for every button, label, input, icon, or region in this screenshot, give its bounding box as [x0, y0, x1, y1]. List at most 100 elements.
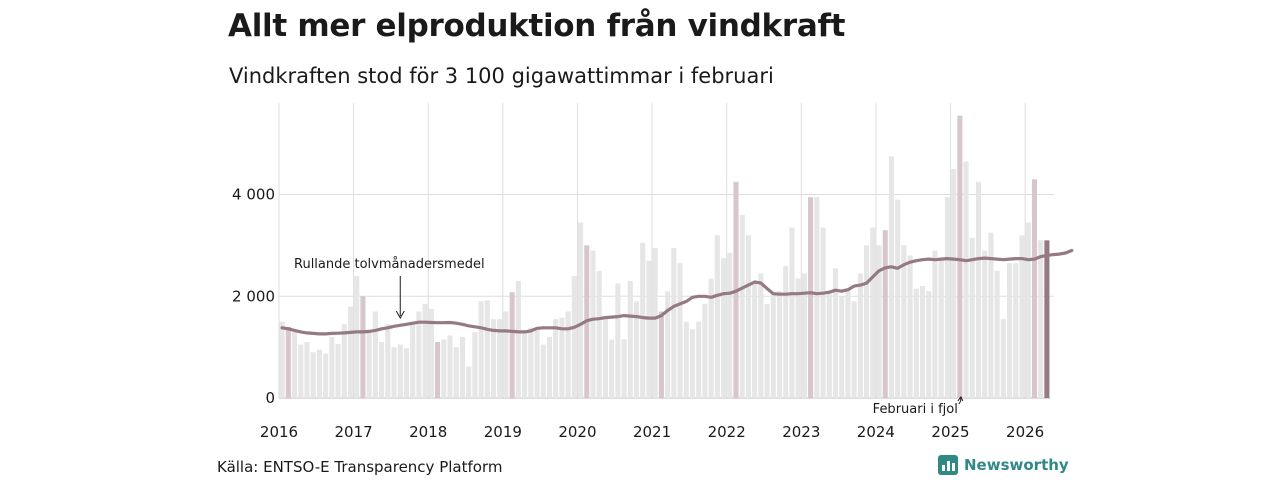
bar-february	[882, 230, 888, 398]
y-tick-label: 2 000	[232, 287, 275, 305]
bar-february	[435, 342, 441, 398]
bar	[279, 321, 285, 398]
bar	[347, 306, 354, 398]
bar	[298, 344, 304, 398]
bar	[758, 273, 764, 398]
bar-february	[808, 197, 814, 398]
bar	[721, 258, 727, 398]
bar	[484, 300, 490, 398]
bar	[864, 245, 870, 398]
bar	[354, 275, 360, 398]
bar	[938, 258, 944, 398]
bar	[975, 181, 982, 398]
bar	[410, 321, 416, 398]
bar	[304, 342, 310, 398]
x-tick-label: 2022	[708, 423, 746, 441]
bar	[671, 247, 677, 398]
bar-february	[1031, 179, 1038, 398]
bar	[1007, 263, 1013, 398]
chart-annotations: Rullande tolvmånadersmedel Februari i fjo…	[294, 257, 964, 417]
bar	[459, 336, 465, 398]
y-tick-label: 4 000	[232, 186, 275, 204]
bar	[1038, 240, 1044, 398]
bar-february	[957, 115, 963, 398]
bar	[540, 344, 546, 398]
bar	[857, 273, 863, 398]
y-axis-ticks: 0 2 000 4 000	[232, 186, 275, 407]
x-tick-label: 2021	[633, 423, 671, 441]
bar	[907, 255, 913, 398]
bar	[453, 347, 459, 398]
bar	[826, 293, 832, 398]
x-tick-label: 2017	[335, 423, 373, 441]
bar	[870, 227, 876, 398]
bar	[677, 263, 683, 398]
bar	[1000, 319, 1006, 398]
bar	[609, 339, 615, 398]
annotation-last-february: Februari i fjol	[873, 402, 958, 417]
bar	[888, 156, 894, 398]
annotation-arrow-small	[958, 397, 962, 405]
bar	[602, 316, 608, 398]
bar	[1013, 263, 1019, 398]
bar	[379, 342, 385, 398]
bar	[876, 245, 882, 398]
bar	[801, 273, 807, 398]
bar	[683, 321, 689, 398]
bar	[366, 331, 372, 398]
bar	[994, 270, 1000, 398]
bar	[372, 311, 378, 398]
bar	[615, 283, 621, 398]
bar	[640, 242, 646, 398]
bar	[329, 336, 335, 398]
bar	[522, 331, 528, 398]
bar	[571, 275, 577, 398]
bar	[776, 291, 783, 398]
bar-series	[279, 115, 1050, 398]
bar-february	[658, 311, 664, 398]
chart-subtitle: Vindkraften stod för 3 100 gigawattimmar…	[229, 64, 774, 88]
bar	[745, 235, 751, 398]
bar	[814, 197, 820, 398]
bar	[447, 335, 453, 398]
bar	[1025, 222, 1031, 398]
bar	[783, 265, 789, 398]
bar	[689, 329, 696, 398]
bar	[646, 260, 652, 398]
bar	[472, 331, 478, 398]
bar	[565, 311, 571, 398]
bar	[441, 339, 447, 398]
bar	[490, 319, 497, 398]
bar	[310, 352, 316, 398]
rolling-average-line	[280, 248, 1074, 336]
bar	[546, 336, 553, 398]
x-tick-label: 2016	[260, 423, 298, 441]
bar	[851, 301, 857, 398]
bar	[1019, 235, 1025, 398]
brand-name: Newsworthy	[964, 456, 1069, 474]
bar	[739, 214, 745, 398]
bar	[665, 291, 671, 398]
bar	[832, 268, 839, 398]
bar	[497, 319, 503, 398]
bar	[839, 296, 845, 398]
bar	[727, 253, 733, 398]
bar	[335, 344, 341, 398]
bar	[578, 222, 584, 398]
bar	[528, 327, 534, 398]
bar	[466, 366, 472, 398]
rolling-average-series	[280, 248, 1074, 336]
bar	[428, 308, 434, 398]
bar	[696, 321, 702, 398]
bar	[982, 250, 988, 398]
bar	[895, 199, 901, 398]
bar	[621, 339, 627, 398]
bar	[633, 301, 640, 398]
bar-latest	[1044, 240, 1050, 398]
bar	[770, 293, 776, 398]
y-tick-label: 0	[265, 389, 275, 407]
bar	[714, 235, 720, 398]
bar	[951, 169, 957, 398]
bar-february	[509, 292, 515, 398]
